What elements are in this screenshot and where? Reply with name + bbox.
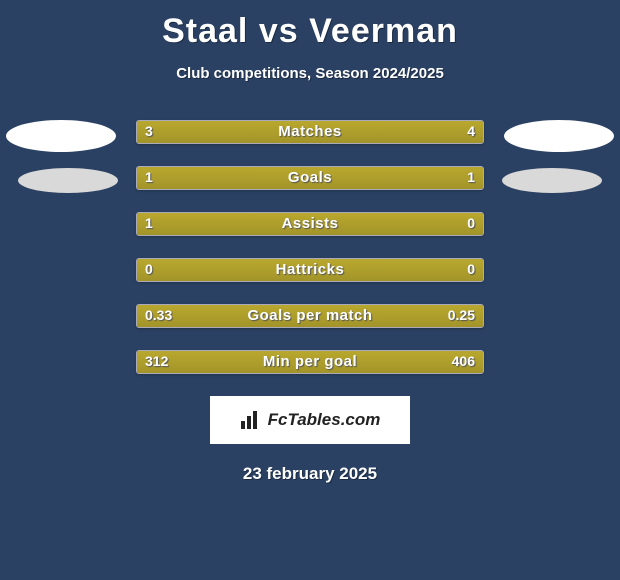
stat-bar: 11Goals bbox=[136, 166, 484, 190]
player2-name: Veerman bbox=[309, 12, 458, 50]
stat-bar: 00Hattricks bbox=[136, 258, 484, 282]
stat-label: Matches bbox=[137, 123, 483, 140]
date-label: 23 february 2025 bbox=[0, 464, 620, 484]
player1-name: Staal bbox=[162, 12, 248, 50]
stat-label: Min per goal bbox=[137, 353, 483, 370]
player2-photo-placeholder bbox=[504, 120, 614, 152]
bar-chart-icon bbox=[240, 411, 262, 429]
stat-label: Assists bbox=[137, 215, 483, 232]
subtitle: Club competitions, Season 2024/2025 bbox=[0, 65, 620, 82]
stats-area: 34Matches 11Goals 10Assists 00Hattricks 0.33… bbox=[0, 120, 620, 374]
logo-text: FcTables.com bbox=[268, 410, 381, 430]
stat-bars-container: 34Matches 11Goals 10Assists 00Hattricks 0.33… bbox=[136, 120, 484, 374]
comparison-title: Staal vs Veerman bbox=[0, 0, 620, 51]
player2-shadow-ellipse bbox=[502, 168, 602, 193]
stat-bar: 10Assists bbox=[136, 212, 484, 236]
fctables-logo: FcTables.com bbox=[210, 396, 410, 444]
stat-label: Goals bbox=[137, 169, 483, 186]
player1-shadow-ellipse bbox=[18, 168, 118, 193]
stat-bar: 34Matches bbox=[136, 120, 484, 144]
stat-label: Goals per match bbox=[137, 307, 483, 324]
player1-photo-placeholder bbox=[6, 120, 116, 152]
vs-label: vs bbox=[259, 12, 299, 50]
stat-bar: 312406Min per goal bbox=[136, 350, 484, 374]
stat-label: Hattricks bbox=[137, 261, 483, 278]
stat-bar: 0.330.25Goals per match bbox=[136, 304, 484, 328]
